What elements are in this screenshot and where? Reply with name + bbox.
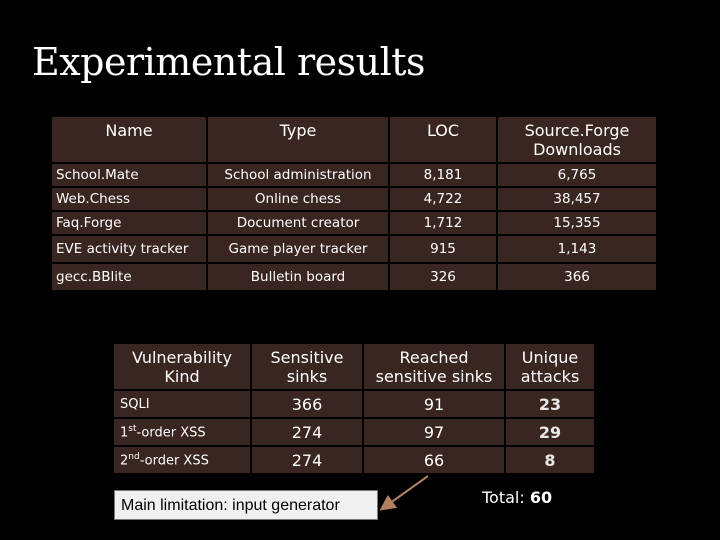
cell-attacks: 23 — [506, 391, 594, 417]
cell-downloads: 15,355 — [498, 212, 656, 234]
cell-reached: 97 — [364, 419, 504, 445]
cell-loc: 4,722 — [390, 188, 496, 210]
callout-arrow-icon — [379, 475, 429, 511]
header-type: Type — [208, 117, 388, 162]
header-loc: LOC — [390, 117, 496, 162]
cell-type: Game player tracker — [208, 236, 388, 262]
cell-kind: SQLI — [114, 391, 250, 417]
cell-name: Faq.Forge — [52, 212, 206, 234]
cell-name: gecc.BBlite — [52, 264, 206, 290]
header-downloads: Source.Forge Downloads — [498, 117, 656, 162]
cell-name: EVE activity tracker — [52, 236, 206, 262]
table-row: Web.Chess Online chess 4,722 38,457 — [52, 188, 656, 210]
cell-kind: 1st-order XSS — [114, 419, 250, 445]
cell-attacks: 8 — [506, 447, 594, 473]
page-title: Experimental results — [32, 40, 426, 84]
header-kind: Vulnerability Kind — [114, 344, 250, 389]
header-sinks: Sensitive sinks — [252, 344, 362, 389]
header-reached: Reached sensitive sinks — [364, 344, 504, 389]
cell-downloads: 366 — [498, 264, 656, 290]
cell-type: Online chess — [208, 188, 388, 210]
cell-downloads: 1,143 — [498, 236, 656, 262]
cell-sinks: 366 — [252, 391, 362, 417]
cell-loc: 915 — [390, 236, 496, 262]
cell-name: Web.Chess — [52, 188, 206, 210]
cell-attacks: 29 — [506, 419, 594, 445]
cell-kind: 2nd-order XSS — [114, 447, 250, 473]
table-row: 1st-order XSS 274 97 29 — [114, 419, 594, 445]
total-value: 60 — [529, 488, 553, 507]
table-row: gecc.BBlite Bulletin board 326 366 — [52, 264, 656, 290]
cell-name: School.Mate — [52, 164, 206, 186]
total-attacks: Total: 60 — [482, 488, 552, 507]
table-header-row: Vulnerability Kind Sensitive sinks Reach… — [114, 344, 594, 389]
table-row: School.Mate School administration 8,181 … — [52, 164, 656, 186]
cell-sinks: 274 — [252, 419, 362, 445]
table-header-row: Name Type LOC Source.Forge Downloads — [52, 117, 656, 162]
cell-downloads: 38,457 — [498, 188, 656, 210]
cell-loc: 8,181 — [390, 164, 496, 186]
header-name: Name — [52, 117, 206, 162]
cell-type: Bulletin board — [208, 264, 388, 290]
cell-loc: 1,712 — [390, 212, 496, 234]
table-row: 2nd-order XSS 274 66 8 — [114, 447, 594, 473]
cell-type: School administration — [208, 164, 388, 186]
cell-type: Document creator — [208, 212, 388, 234]
table-row: EVE activity tracker Game player tracker… — [52, 236, 656, 262]
applications-table: Name Type LOC Source.Forge Downloads Sch… — [50, 115, 658, 292]
cell-reached: 91 — [364, 391, 504, 417]
vulnerability-table: Vulnerability Kind Sensitive sinks Reach… — [112, 342, 596, 475]
table-row: SQLI 366 91 23 — [114, 391, 594, 417]
cell-loc: 326 — [390, 264, 496, 290]
cell-sinks: 274 — [252, 447, 362, 473]
table-row: Faq.Forge Document creator 1,712 15,355 — [52, 212, 656, 234]
header-attacks: Unique attacks — [506, 344, 594, 389]
total-label: Total: — [482, 488, 525, 507]
limitation-callout: Main limitation: input generator — [114, 490, 378, 520]
cell-reached: 66 — [364, 447, 504, 473]
cell-downloads: 6,765 — [498, 164, 656, 186]
